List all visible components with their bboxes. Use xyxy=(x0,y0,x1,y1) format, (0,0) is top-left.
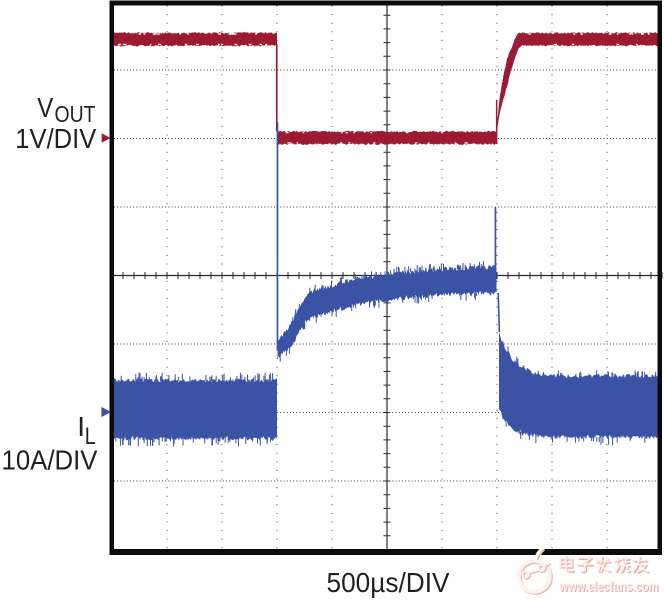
svg-text:V: V xyxy=(37,92,53,123)
svg-text:1V/DIV: 1V/DIV xyxy=(15,123,96,154)
svg-text:L: L xyxy=(85,423,96,450)
svg-text:10A/DIV: 10A/DIV xyxy=(2,445,98,476)
svg-text:OUT: OUT xyxy=(55,101,96,127)
svg-text:I: I xyxy=(77,411,85,442)
svg-text:www.elecfans.com: www.elecfans.com xyxy=(560,580,660,595)
svg-text:500µs/DIV: 500µs/DIV xyxy=(327,567,450,598)
svg-text:www.elecfans.com: www.elecfans.com xyxy=(559,579,659,594)
